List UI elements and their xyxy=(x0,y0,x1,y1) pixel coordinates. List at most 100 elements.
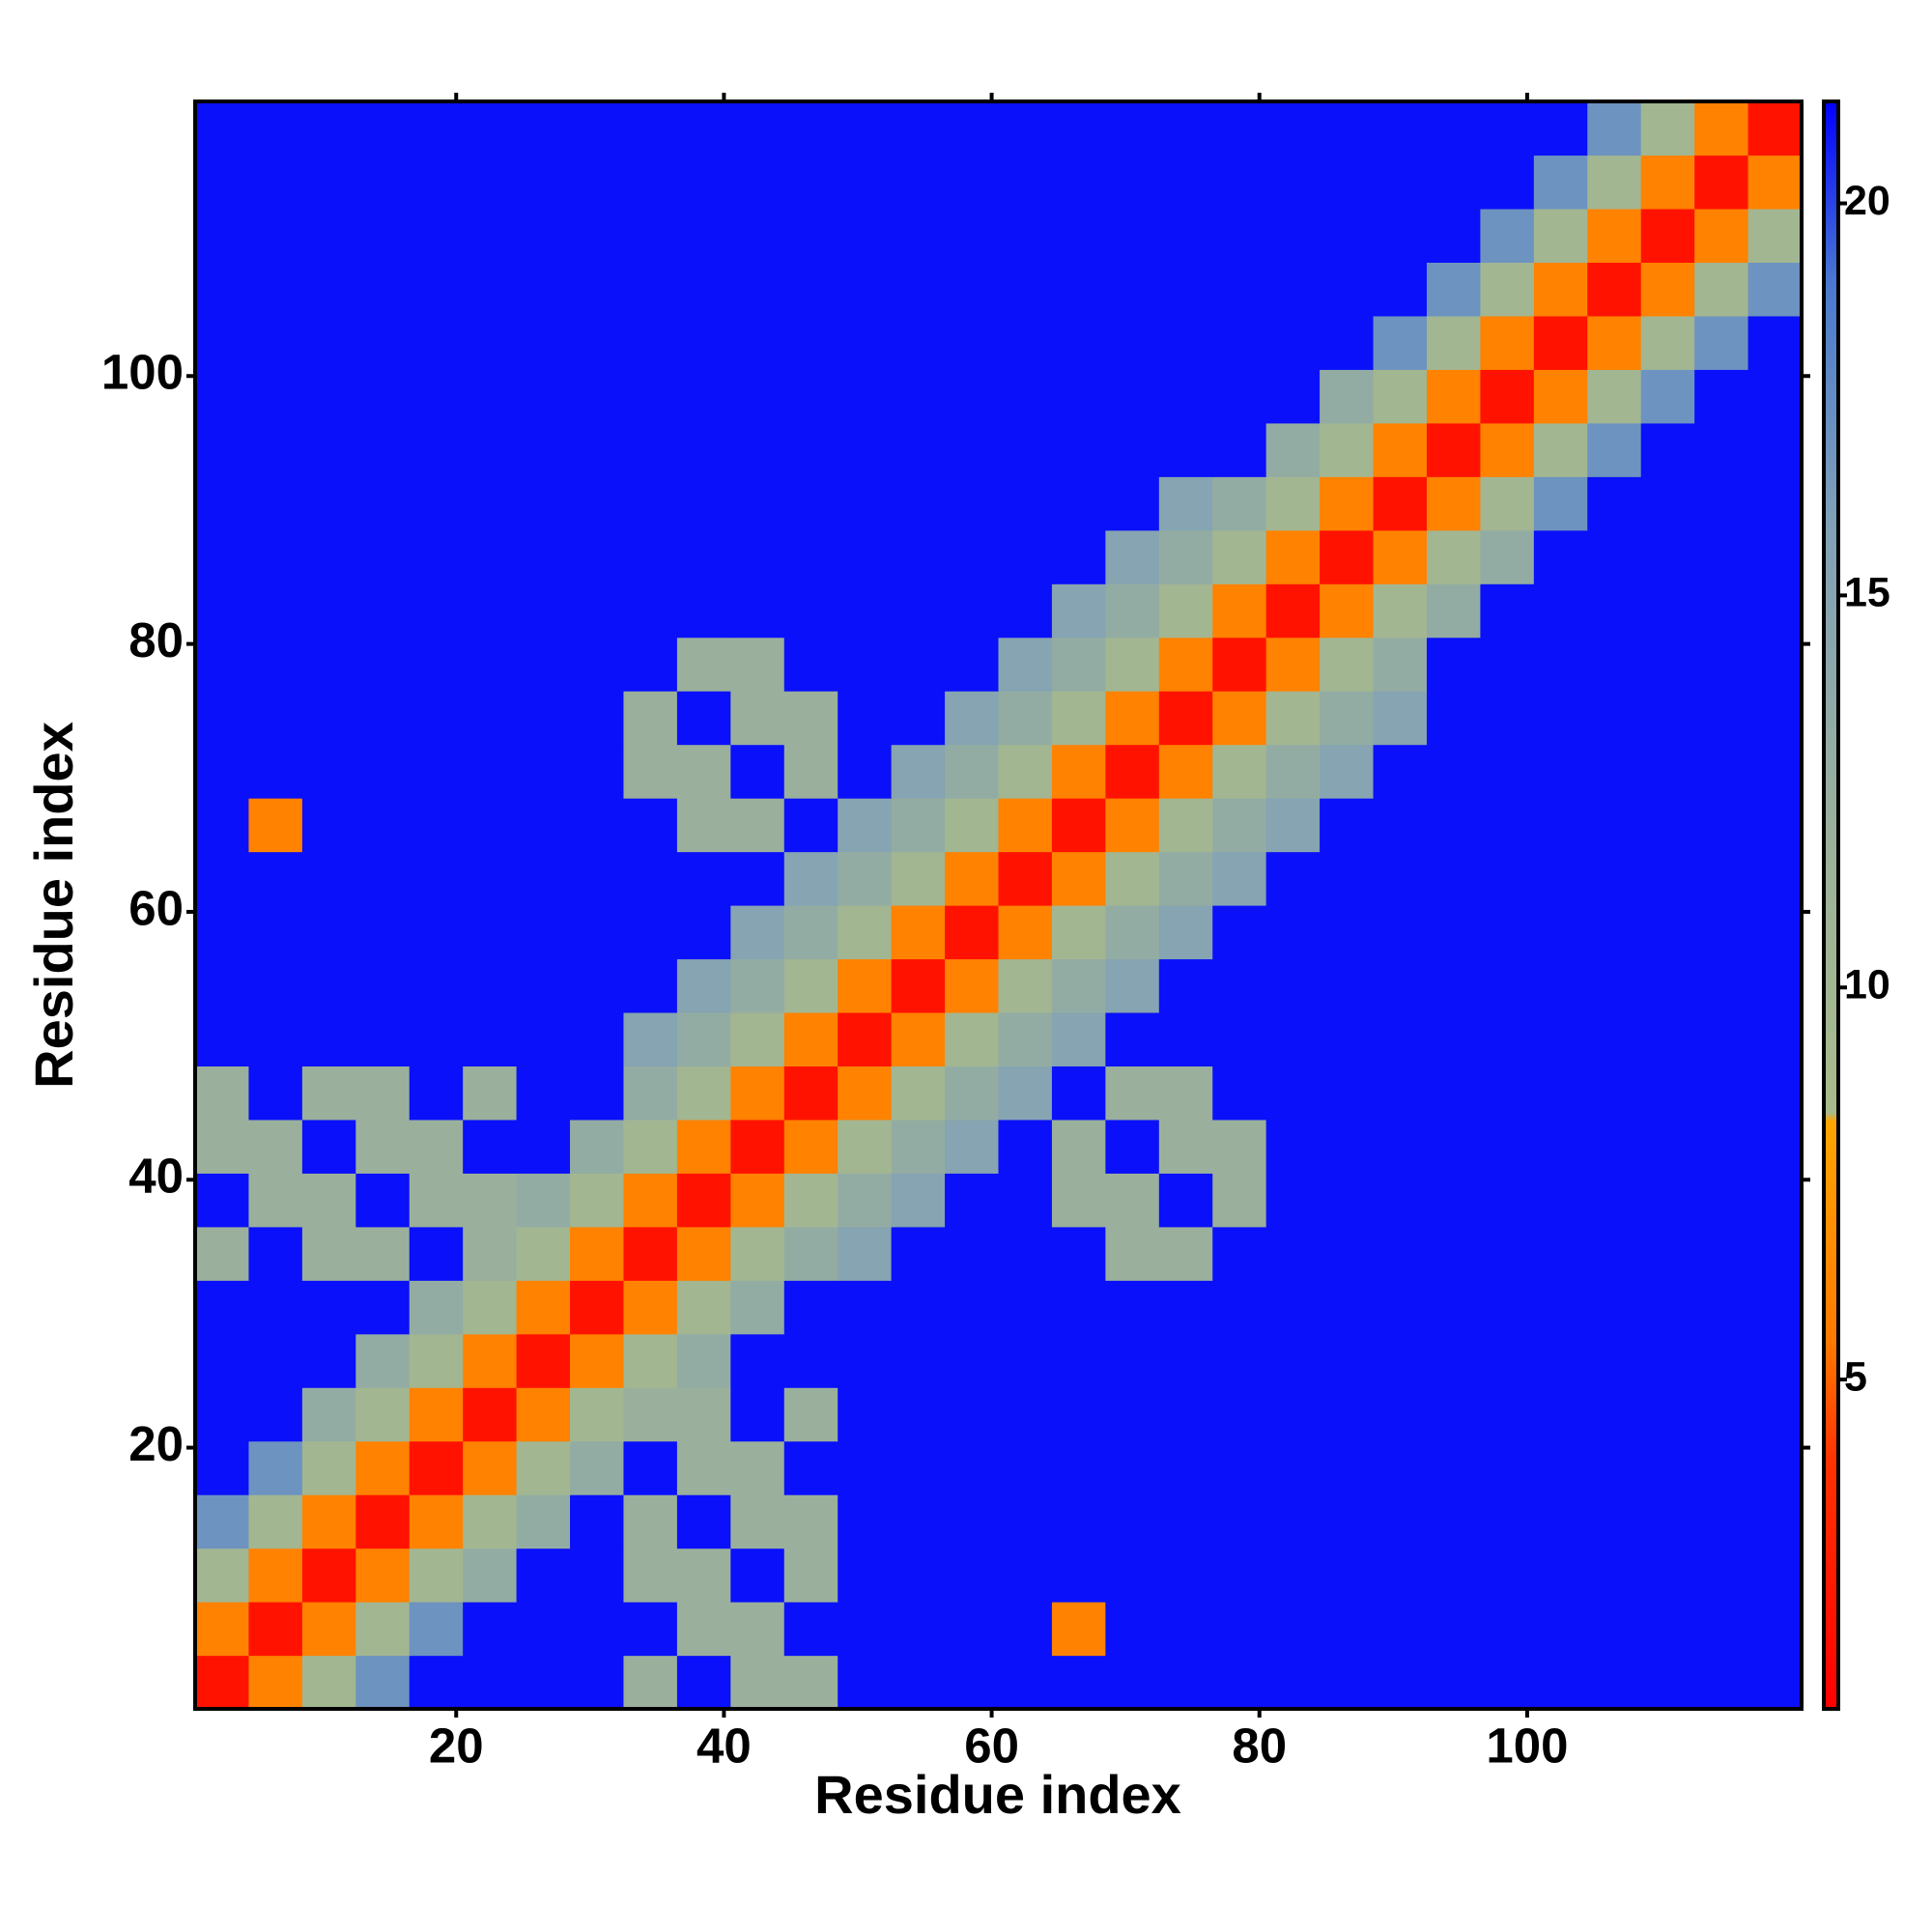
heatmap-cell xyxy=(945,851,1000,906)
heatmap-cell xyxy=(1051,691,1106,746)
heatmap-cell xyxy=(1533,744,1588,799)
heatmap-cell xyxy=(1158,1119,1213,1174)
heatmap-cell xyxy=(998,851,1053,906)
heatmap-cell xyxy=(1533,851,1588,906)
heatmap-cell xyxy=(623,583,678,639)
heatmap-cell xyxy=(730,1280,785,1335)
heatmap-cell xyxy=(730,1119,785,1174)
heatmap-cell xyxy=(783,1440,838,1495)
heatmap-cell xyxy=(1480,529,1535,584)
heatmap-cell xyxy=(623,1065,678,1121)
heatmap-cell xyxy=(1051,1065,1106,1121)
heatmap-cell xyxy=(945,583,1000,639)
heatmap-cell xyxy=(838,101,893,156)
heatmap-cell xyxy=(301,101,356,156)
heatmap-cell xyxy=(730,1602,785,1657)
heatmap-cell xyxy=(1480,1655,1535,1710)
heatmap-cell xyxy=(1533,262,1588,317)
heatmap-cell xyxy=(463,262,518,317)
colorbar-tick-label: 5 xyxy=(1844,1353,1867,1400)
heatmap-cell xyxy=(783,101,838,156)
heatmap-cell xyxy=(570,637,625,692)
heatmap-cell xyxy=(1212,476,1267,531)
heatmap-cell xyxy=(195,1333,250,1388)
heatmap-cell xyxy=(409,691,464,746)
heatmap-cell xyxy=(463,529,518,584)
heatmap-cell xyxy=(676,1602,731,1657)
heatmap-cell xyxy=(1373,637,1428,692)
heatmap-cell xyxy=(516,1173,571,1228)
heatmap-cell xyxy=(1426,1494,1481,1549)
heatmap-cell xyxy=(623,476,678,531)
heatmap-cell xyxy=(945,1173,1000,1228)
heatmap-cell xyxy=(516,422,571,477)
heatmap-cell xyxy=(463,101,518,156)
colorbar-segment xyxy=(1824,1458,1838,1710)
heatmap-cell xyxy=(1105,1602,1160,1657)
heatmap-cell xyxy=(1158,958,1213,1013)
heatmap-cell xyxy=(570,905,625,960)
heatmap-cell xyxy=(570,744,625,799)
heatmap-cell xyxy=(1051,637,1106,692)
heatmap-cell xyxy=(570,691,625,746)
heatmap-cell xyxy=(195,476,250,531)
heatmap-cell xyxy=(1747,1065,1803,1121)
heatmap-cell xyxy=(1480,476,1535,531)
x-tick-label: 60 xyxy=(964,1718,1019,1773)
heatmap-cell xyxy=(838,476,893,531)
heatmap-cell xyxy=(195,1065,250,1121)
heatmap-cell xyxy=(1051,1387,1106,1442)
heatmap-cell xyxy=(1694,691,1749,746)
heatmap-cell xyxy=(998,691,1053,746)
heatmap-cell xyxy=(1426,1440,1481,1495)
heatmap-cell xyxy=(676,315,731,370)
heatmap-cell xyxy=(463,208,518,263)
heatmap-cell xyxy=(730,422,785,477)
heatmap-cell xyxy=(623,208,678,263)
heatmap-cell xyxy=(1426,315,1481,370)
heatmap-cell xyxy=(783,637,838,692)
heatmap-cell xyxy=(248,155,303,210)
heatmap-cell xyxy=(301,691,356,746)
heatmap-cell xyxy=(1105,1173,1160,1228)
heatmap-cell xyxy=(570,798,625,853)
heatmap-cell xyxy=(195,1173,250,1228)
heatmap-cell xyxy=(676,1011,731,1066)
heatmap-cell xyxy=(301,1065,356,1121)
heatmap-cell xyxy=(838,315,893,370)
heatmap-cell xyxy=(676,1226,731,1281)
heatmap-cell xyxy=(1533,155,1588,210)
heatmap-cell xyxy=(463,798,518,853)
heatmap-cell xyxy=(1640,1655,1695,1710)
heatmap-cell xyxy=(1105,1011,1160,1066)
heatmap-cell xyxy=(1212,1655,1267,1710)
heatmap-cell xyxy=(1051,476,1106,531)
heatmap-cell xyxy=(1373,1280,1428,1335)
heatmap-cell xyxy=(1640,1119,1695,1174)
heatmap-cell xyxy=(1265,1440,1321,1495)
heatmap-cell xyxy=(1212,583,1267,639)
heatmap-cell xyxy=(1212,905,1267,960)
heatmap-cell xyxy=(1320,798,1375,853)
heatmap-cell xyxy=(1640,101,1695,156)
heatmap-cell xyxy=(1426,422,1481,477)
heatmap-cell xyxy=(301,1226,356,1281)
heatmap-cell xyxy=(1426,1011,1481,1066)
heatmap-cell xyxy=(998,1011,1053,1066)
heatmap-cell xyxy=(1640,798,1695,853)
heatmap-cell xyxy=(1212,262,1267,317)
heatmap-cell xyxy=(998,1602,1053,1657)
heatmap-cell xyxy=(1694,155,1749,210)
heatmap-cell xyxy=(1373,1226,1428,1281)
heatmap-cell xyxy=(516,691,571,746)
heatmap-cell xyxy=(730,369,785,424)
heatmap-cell xyxy=(355,315,411,370)
heatmap-cell xyxy=(783,1280,838,1335)
heatmap-cell xyxy=(783,208,838,263)
heatmap-cell xyxy=(730,1387,785,1442)
heatmap-cell xyxy=(409,798,464,853)
heatmap-cell xyxy=(1051,851,1106,906)
heatmap-cell xyxy=(1533,1011,1588,1066)
heatmap-cell xyxy=(838,744,893,799)
heatmap-cell xyxy=(463,1548,518,1603)
